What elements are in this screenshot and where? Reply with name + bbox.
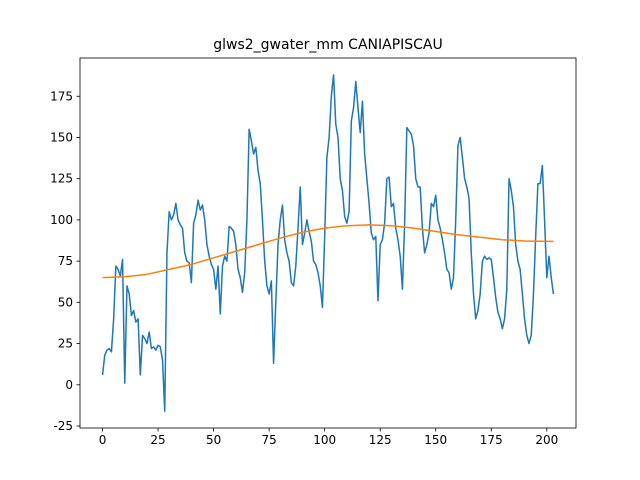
y-tick-label: 25 — [58, 337, 73, 351]
x-tick-label: 0 — [99, 433, 107, 447]
x-tick-label: 50 — [206, 433, 221, 447]
x-tick-label: 150 — [424, 433, 447, 447]
y-tick-label: 100 — [50, 213, 73, 227]
y-tick-label: 0 — [65, 378, 73, 392]
y-tick-label: 150 — [50, 130, 73, 144]
y-tick-label: 75 — [58, 254, 73, 268]
line-series — [101, 74, 555, 412]
x-tick-label: 175 — [480, 433, 503, 447]
x-tick-label: 75 — [261, 433, 276, 447]
y-tick-label: 50 — [58, 295, 73, 309]
x-tick-label: 100 — [313, 433, 336, 447]
x-tick-label: 200 — [535, 433, 558, 447]
y-tick-label: 175 — [50, 89, 73, 103]
x-tick-label: 125 — [369, 433, 392, 447]
y-tick-label: 125 — [50, 172, 73, 186]
line-series — [102, 224, 554, 279]
y-tick-label: -25 — [53, 419, 73, 433]
plot-frame — [79, 57, 577, 429]
chart-title: glws2_gwater_mm CANIAPISCAU — [213, 37, 443, 53]
x-tick-label: 25 — [150, 433, 165, 447]
